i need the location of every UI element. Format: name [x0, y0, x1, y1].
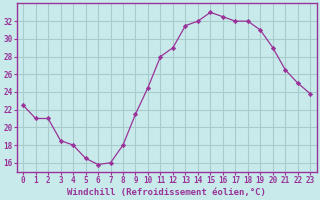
X-axis label: Windchill (Refroidissement éolien,°C): Windchill (Refroidissement éolien,°C): [67, 188, 266, 197]
